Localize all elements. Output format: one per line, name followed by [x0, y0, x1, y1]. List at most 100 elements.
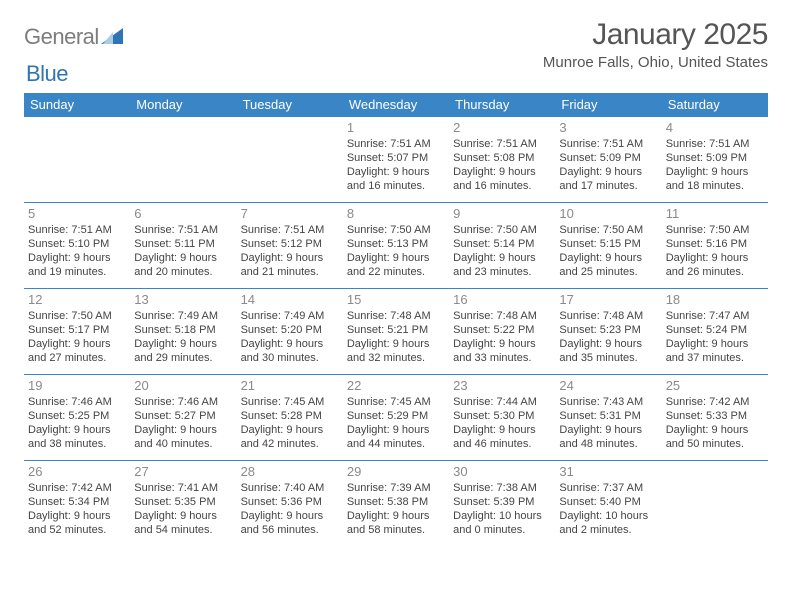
day-number: 24 [559, 378, 657, 394]
sunrise-line: Sunrise: 7:46 AM [134, 396, 232, 410]
daylight-line-2: and 30 minutes. [241, 352, 339, 366]
day-header: Wednesday [343, 93, 449, 117]
sunset-line: Sunset: 5:31 PM [559, 410, 657, 424]
daylight-line-2: and 52 minutes. [28, 524, 126, 538]
day-number: 3 [559, 120, 657, 136]
calendar-week-row: 1Sunrise: 7:51 AMSunset: 5:07 PMDaylight… [24, 117, 768, 203]
day-number: 17 [559, 292, 657, 308]
sunset-line: Sunset: 5:23 PM [559, 324, 657, 338]
calendar-empty-cell [237, 117, 343, 203]
daylight-line-2: and 40 minutes. [134, 438, 232, 452]
daylight-line-2: and 23 minutes. [453, 266, 551, 280]
daylight-line-1: Daylight: 9 hours [666, 424, 764, 438]
sunrise-line: Sunrise: 7:42 AM [666, 396, 764, 410]
day-number: 20 [134, 378, 232, 394]
daylight-line-2: and 16 minutes. [453, 180, 551, 194]
sunrise-line: Sunrise: 7:48 AM [347, 310, 445, 324]
daylight-line-2: and 44 minutes. [347, 438, 445, 452]
calendar-body: 1Sunrise: 7:51 AMSunset: 5:07 PMDaylight… [24, 117, 768, 547]
daylight-line-2: and 48 minutes. [559, 438, 657, 452]
day-header: Sunday [24, 93, 130, 117]
calendar-day-cell: 4Sunrise: 7:51 AMSunset: 5:09 PMDaylight… [662, 117, 768, 203]
calendar-day-cell: 12Sunrise: 7:50 AMSunset: 5:17 PMDayligh… [24, 289, 130, 375]
sunrise-line: Sunrise: 7:43 AM [559, 396, 657, 410]
calendar-day-cell: 7Sunrise: 7:51 AMSunset: 5:12 PMDaylight… [237, 203, 343, 289]
day-number: 7 [241, 206, 339, 222]
daylight-line-2: and 17 minutes. [559, 180, 657, 194]
calendar-day-cell: 2Sunrise: 7:51 AMSunset: 5:08 PMDaylight… [449, 117, 555, 203]
daylight-line-1: Daylight: 9 hours [347, 338, 445, 352]
sunset-line: Sunset: 5:29 PM [347, 410, 445, 424]
daylight-line-1: Daylight: 9 hours [347, 424, 445, 438]
logo-triangle-icon [101, 26, 123, 49]
daylight-line-1: Daylight: 9 hours [241, 338, 339, 352]
sunrise-line: Sunrise: 7:50 AM [559, 224, 657, 238]
sunrise-line: Sunrise: 7:50 AM [347, 224, 445, 238]
sunrise-line: Sunrise: 7:48 AM [453, 310, 551, 324]
calendar-day-cell: 26Sunrise: 7:42 AMSunset: 5:34 PMDayligh… [24, 461, 130, 547]
daylight-line-1: Daylight: 9 hours [134, 424, 232, 438]
sunset-line: Sunset: 5:36 PM [241, 496, 339, 510]
calendar-week-row: 26Sunrise: 7:42 AMSunset: 5:34 PMDayligh… [24, 461, 768, 547]
sunset-line: Sunset: 5:09 PM [559, 152, 657, 166]
sunrise-line: Sunrise: 7:51 AM [347, 138, 445, 152]
sunrise-line: Sunrise: 7:40 AM [241, 482, 339, 496]
sunset-line: Sunset: 5:15 PM [559, 238, 657, 252]
day-number: 14 [241, 292, 339, 308]
daylight-line-2: and 50 minutes. [666, 438, 764, 452]
daylight-line-1: Daylight: 9 hours [666, 166, 764, 180]
calendar-day-cell: 27Sunrise: 7:41 AMSunset: 5:35 PMDayligh… [130, 461, 236, 547]
daylight-line-1: Daylight: 9 hours [241, 424, 339, 438]
sunset-line: Sunset: 5:16 PM [666, 238, 764, 252]
calendar-week-row: 19Sunrise: 7:46 AMSunset: 5:25 PMDayligh… [24, 375, 768, 461]
daylight-line-2: and 22 minutes. [347, 266, 445, 280]
sunrise-line: Sunrise: 7:38 AM [453, 482, 551, 496]
calendar-day-cell: 25 Sunrise: 7:42 AMSunset: 5:33 PMDayligh… [662, 375, 768, 461]
daylight-line-2: and 38 minutes. [28, 438, 126, 452]
day-number: 8 [347, 206, 445, 222]
day-header: Tuesday [237, 93, 343, 117]
calendar-day-cell: 18Sunrise: 7:47 AMSunset: 5:24 PMDayligh… [662, 289, 768, 375]
day-number: 19 [28, 378, 126, 394]
day-number: 26 [28, 464, 126, 480]
sunrise-line: Sunrise: 7:44 AM [453, 396, 551, 410]
daylight-line-2: and 2 minutes. [559, 524, 657, 538]
daylight-line-1: Daylight: 10 hours [453, 510, 551, 524]
day-number: 1 [347, 120, 445, 136]
sunset-line: Sunset: 5:24 PM [666, 324, 764, 338]
sunrise-line: Sunrise: 7:51 AM [666, 138, 764, 152]
calendar-header-row: SundayMondayTuesdayWednesdayThursdayFrid… [24, 93, 768, 117]
day-number: 2 [453, 120, 551, 136]
calendar-day-cell: 22Sunrise: 7:45 AMSunset: 5:29 PMDayligh… [343, 375, 449, 461]
calendar-day-cell: 1Sunrise: 7:51 AMSunset: 5:07 PMDaylight… [343, 117, 449, 203]
sunrise-line: Sunrise: 7:46 AM [28, 396, 126, 410]
daylight-line-1: Daylight: 9 hours [453, 252, 551, 266]
sunset-line: Sunset: 5:18 PM [134, 324, 232, 338]
daylight-line-2: and 54 minutes. [134, 524, 232, 538]
daylight-line-2: and 46 minutes. [453, 438, 551, 452]
calendar-day-cell: 9Sunrise: 7:50 AMSunset: 5:14 PMDaylight… [449, 203, 555, 289]
day-number: 4 [666, 120, 764, 136]
day-number: 25 [666, 378, 764, 394]
daylight-line-1: Daylight: 9 hours [559, 338, 657, 352]
sunset-line: Sunset: 5:27 PM [134, 410, 232, 424]
daylight-line-2: and 18 minutes. [666, 180, 764, 194]
sunset-line: Sunset: 5:22 PM [453, 324, 551, 338]
daylight-line-2: and 19 minutes. [28, 266, 126, 280]
day-number: 27 [134, 464, 232, 480]
day-number: 31 [559, 464, 657, 480]
daylight-line-2: and 0 minutes. [453, 524, 551, 538]
sunset-line: Sunset: 5:30 PM [453, 410, 551, 424]
sunset-line: Sunset: 5:20 PM [241, 324, 339, 338]
calendar-day-cell: 24Sunrise: 7:43 AMSunset: 5:31 PMDayligh… [555, 375, 661, 461]
calendar-day-cell: 23Sunrise: 7:44 AMSunset: 5:30 PMDayligh… [449, 375, 555, 461]
day-number: 28 [241, 464, 339, 480]
daylight-line-1: Daylight: 10 hours [559, 510, 657, 524]
daylight-line-2: and 26 minutes. [666, 266, 764, 280]
daylight-line-2: and 56 minutes. [241, 524, 339, 538]
day-header: Monday [130, 93, 236, 117]
day-number: 15 [347, 292, 445, 308]
sunset-line: Sunset: 5:33 PM [666, 410, 764, 424]
calendar-day-cell: 11Sunrise: 7:50 AMSunset: 5:16 PMDayligh… [662, 203, 768, 289]
sunrise-line: Sunrise: 7:51 AM [241, 224, 339, 238]
